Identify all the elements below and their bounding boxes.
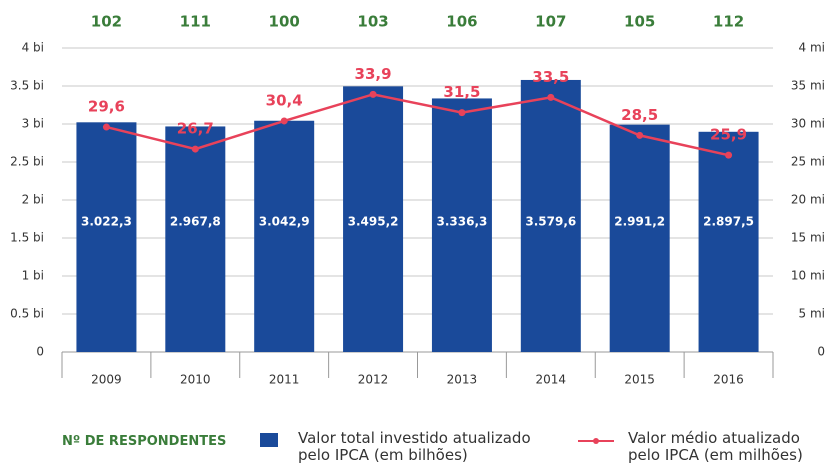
y2-tick-label: 0	[817, 345, 825, 359]
bar	[609, 124, 670, 353]
bar	[343, 86, 404, 352]
line	[106, 93, 729, 157]
line-label: 30,4	[266, 91, 303, 109]
line-label: 26,7	[177, 120, 214, 138]
y-tick-label: 1.5 bi	[10, 231, 44, 245]
bar-label: 3.579,6	[525, 215, 576, 229]
bar-label: 3.495,2	[348, 215, 399, 229]
bar-label: 2.991,2	[614, 215, 665, 229]
respondent-count: 106	[446, 13, 477, 31]
x-tick-label: 2016	[713, 373, 744, 387]
bar	[76, 122, 137, 352]
y-tick-label: 3.5 bi	[10, 79, 44, 93]
respondent-count: 100	[269, 13, 300, 31]
bar	[254, 120, 315, 353]
y2-tick-label: 25 mi	[791, 155, 825, 169]
respondent-count: 111	[180, 13, 211, 31]
bar	[165, 126, 226, 352]
respondent-count: 105	[624, 13, 655, 31]
bar	[698, 131, 759, 352]
line-label: 28,5	[621, 106, 658, 124]
y-tick-label: 0.5 bi	[10, 307, 44, 321]
y2-tick-label: 4 mi	[799, 41, 825, 55]
x-tick-label: 2014	[536, 373, 567, 387]
y2-tick-label: 5 mi	[799, 307, 825, 321]
legend-label: Valor total investido atualizado pelo IP…	[298, 429, 531, 464]
bar-label: 2.897,5	[703, 215, 754, 229]
x-tick-label: 2013	[447, 373, 478, 387]
line-point	[458, 109, 466, 117]
x-tick-label: 2010	[180, 373, 211, 387]
bar-label: 3.022,3	[81, 215, 132, 229]
respondent-count: 107	[535, 13, 566, 31]
y-tick-label: 1 bi	[22, 269, 44, 283]
line-label: 33,9	[355, 65, 392, 83]
respondents-label: Nº DE RESPONDENTES	[62, 434, 227, 449]
bar-label: 2.967,8	[170, 215, 221, 229]
y-tick-label: 2.5 bi	[10, 155, 44, 169]
legend-swatch	[260, 433, 278, 447]
legend-label: Valor médio atualizado pelo IPCA (em mil…	[628, 429, 803, 464]
line-point	[280, 117, 288, 125]
line-label: 31,5	[443, 83, 480, 101]
y-tick-label: 4 bi	[22, 41, 44, 55]
line-label: 25,9	[710, 126, 747, 144]
y2-tick-label: 20 mi	[791, 193, 825, 207]
x-tick-label: 2011	[269, 373, 300, 387]
x-tick-label: 2009	[91, 373, 122, 387]
y-tick-label: 2 bi	[22, 193, 44, 207]
bar-label: 3.336,3	[437, 215, 488, 229]
bar	[431, 98, 492, 353]
bar	[520, 79, 581, 352]
x-tick-label: 2012	[358, 373, 389, 387]
y2-tick-label: 15 mi	[791, 231, 825, 245]
line-point	[191, 145, 199, 153]
line-label: 29,6	[88, 98, 125, 116]
line-point	[102, 123, 110, 131]
line-point	[725, 151, 733, 159]
x-tick-label: 2015	[624, 373, 655, 387]
y2-tick-label: 10 mi	[791, 269, 825, 283]
y-tick-label: 0	[36, 345, 44, 359]
y2-tick-label: 30 mi	[791, 117, 825, 131]
line-point	[369, 90, 377, 98]
respondent-count: 103	[357, 13, 388, 31]
legend-swatch	[578, 438, 614, 444]
line-point	[547, 93, 555, 101]
y2-tick-label: 35 mi	[791, 79, 825, 93]
respondent-count: 112	[713, 13, 744, 31]
respondent-count: 102	[91, 13, 122, 31]
line-point	[636, 131, 644, 139]
bar-label: 3.042,9	[259, 215, 310, 229]
line-label: 33,5	[532, 68, 569, 86]
y-tick-label: 3 bi	[22, 117, 44, 131]
